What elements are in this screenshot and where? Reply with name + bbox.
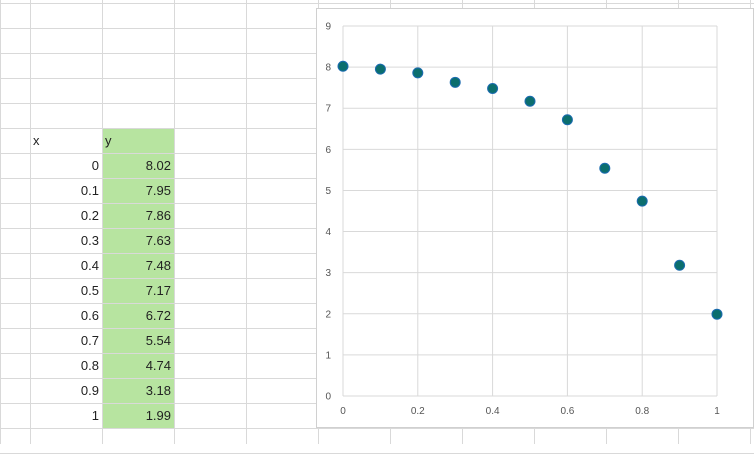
cell-x[interactable]: 0.8 (80, 358, 99, 373)
y-tick-label: 2 (325, 309, 331, 320)
data-point[interactable] (561, 114, 573, 126)
data-point[interactable] (599, 162, 611, 174)
cell-y[interactable]: 5.54 (145, 333, 171, 348)
x-tick-label: 1 (714, 406, 720, 417)
data-point[interactable] (711, 308, 723, 320)
cell-x[interactable]: 0.1 (80, 183, 99, 198)
x-tick-label: 0.6 (560, 406, 574, 417)
grid-column-line (30, 0, 31, 444)
chart-plot-area: 0 1 2 3 4 5 6 7 8 9 0 0.2 0.4 0.6 0.8 1 (325, 22, 723, 417)
grid-row-line (0, 3, 754, 4)
x-tick-label: 0.8 (635, 406, 649, 417)
cell-x[interactable]: 0.7 (80, 333, 99, 348)
cell-y[interactable]: 7.95 (145, 183, 171, 198)
y-tick-label: 4 (325, 227, 331, 238)
y-tick-label: 7 (325, 104, 331, 115)
cell-x[interactable]: 0.9 (80, 383, 99, 398)
y-tick-label: 1 (325, 350, 331, 361)
cell-y[interactable]: 1.99 (145, 408, 171, 423)
cell-x[interactable]: 0 (91, 158, 99, 173)
data-point[interactable] (412, 67, 424, 79)
grid-row-line (0, 428, 754, 429)
y-tick-label: 6 (325, 145, 331, 156)
data-point[interactable] (487, 82, 499, 94)
y-tick-label: 8 (325, 63, 331, 74)
data-point[interactable] (674, 259, 686, 271)
grid-column-line (0, 0, 1, 444)
data-point[interactable] (337, 60, 349, 72)
cell-x[interactable]: 0.5 (80, 283, 99, 298)
cell-x[interactable]: 0.2 (80, 208, 99, 223)
scatter-chart[interactable]: 0 1 2 3 4 5 6 7 8 9 0 0.2 0.4 0.6 0.8 1 (316, 8, 754, 428)
cell-y[interactable]: 4.74 (145, 358, 171, 373)
y-tick-label: 5 (325, 186, 331, 197)
cell-y[interactable]: 8.02 (145, 158, 171, 173)
y-tick-label: 9 (325, 22, 331, 33)
data-point[interactable] (374, 63, 386, 75)
header-cell-y[interactable]: y (105, 133, 112, 148)
y-tick-label: 0 (325, 392, 331, 403)
cell-y[interactable]: 3.18 (145, 383, 171, 398)
header-cell-x[interactable]: x (33, 133, 40, 148)
cell-x[interactable]: 0.3 (80, 233, 99, 248)
data-point[interactable] (636, 195, 648, 207)
cell-x[interactable]: 0.6 (80, 308, 99, 323)
y-tick-label: 3 (325, 268, 331, 279)
cell-y[interactable]: 6.72 (145, 308, 171, 323)
data-point[interactable] (449, 76, 461, 88)
cell-x[interactable]: 0.4 (80, 258, 99, 273)
x-tick-label: 0.4 (486, 406, 500, 417)
x-tick-label: 0 (340, 406, 346, 417)
x-tick-label: 0.2 (411, 406, 425, 417)
grid-column-line (246, 0, 247, 444)
grid-column-line (174, 0, 175, 444)
grid-column-line (102, 0, 103, 444)
cell-x[interactable]: 1 (91, 408, 99, 423)
cell-y[interactable]: 7.17 (145, 283, 171, 298)
cell-y[interactable]: 7.63 (145, 233, 171, 248)
cell-y[interactable]: 7.86 (145, 208, 171, 223)
data-point[interactable] (524, 95, 536, 107)
cell-y[interactable]: 7.48 (145, 258, 171, 273)
